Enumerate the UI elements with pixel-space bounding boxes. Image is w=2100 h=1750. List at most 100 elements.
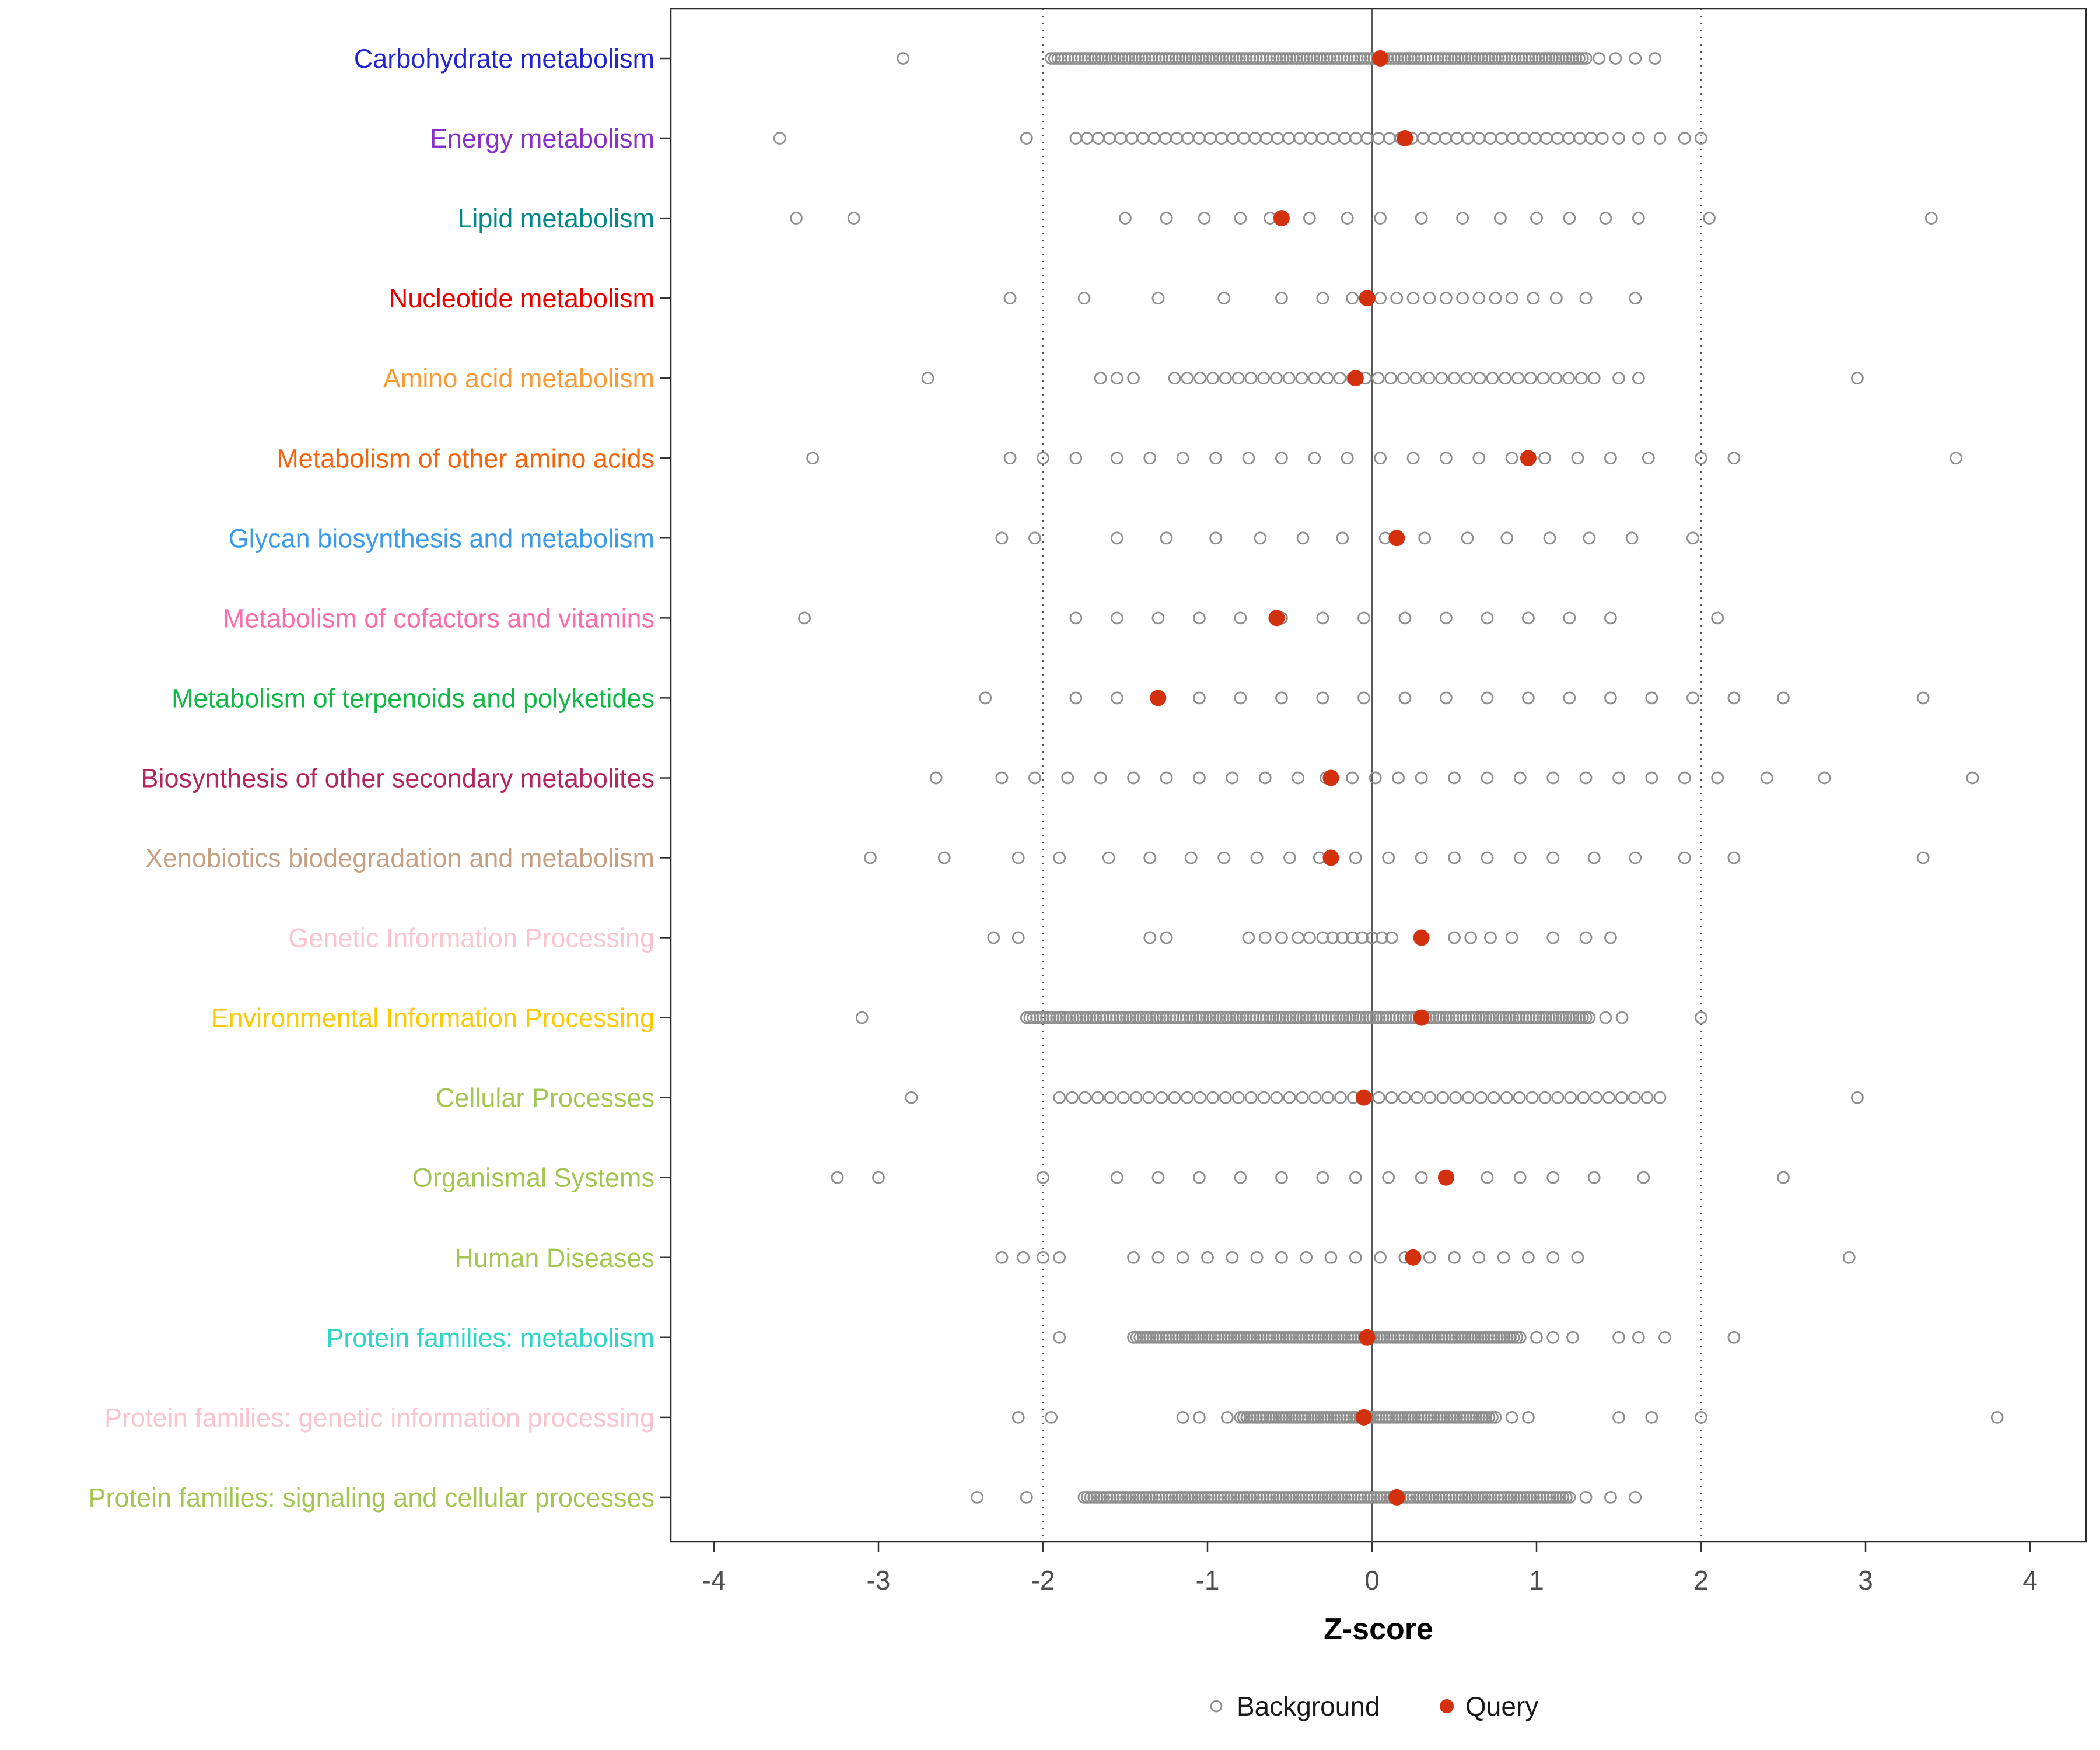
background-point	[1091, 1091, 1104, 1104]
background-point	[1423, 1490, 1436, 1504]
background-point	[1234, 691, 1247, 705]
background-point	[1104, 1490, 1117, 1504]
background-point	[1150, 1331, 1163, 1344]
background-point	[1308, 1091, 1322, 1104]
background-point	[1482, 1410, 1496, 1424]
background-point	[1066, 1091, 1079, 1104]
background-point	[1458, 1331, 1472, 1344]
background-point	[1468, 1490, 1482, 1504]
background-point	[1286, 1490, 1299, 1504]
background-point	[1290, 1011, 1303, 1024]
background-point	[1293, 1331, 1306, 1344]
background-point	[1316, 931, 1329, 944]
background-point	[1037, 1011, 1050, 1024]
background-point	[1226, 1011, 1240, 1024]
background-point	[1497, 1490, 1511, 1504]
background-point	[1162, 52, 1175, 65]
background-point	[1525, 52, 1539, 65]
background-point	[995, 531, 1009, 545]
background-point	[1543, 531, 1556, 545]
background-point	[1303, 1011, 1316, 1024]
background-point	[1185, 1490, 1198, 1504]
background-point	[1950, 452, 1963, 465]
background-point	[1409, 1331, 1423, 1344]
background-point	[1587, 1171, 1601, 1184]
background-point	[1552, 52, 1566, 65]
background-point	[1440, 1410, 1454, 1424]
background-point	[897, 52, 910, 65]
background-point	[1364, 1490, 1377, 1504]
background-point	[1380, 1331, 1394, 1344]
background-point	[1119, 52, 1132, 65]
background-point	[1236, 1011, 1250, 1024]
background-point	[1176, 1251, 1189, 1264]
background-point	[1461, 52, 1475, 65]
background-point	[847, 212, 860, 225]
background-point	[1172, 1490, 1185, 1504]
background-point	[1494, 1331, 1507, 1344]
query-point	[1388, 530, 1405, 547]
background-point	[855, 1011, 869, 1024]
background-point	[1505, 931, 1518, 944]
background-point	[1439, 1490, 1452, 1504]
background-point	[1472, 1251, 1486, 1264]
background-point	[1321, 1091, 1335, 1104]
x-tick-label: -4	[702, 1565, 726, 1595]
background-point	[1516, 1011, 1530, 1024]
background-point	[1316, 1011, 1329, 1024]
background-point	[1695, 132, 1707, 145]
background-point	[1309, 1331, 1322, 1344]
background-point	[1374, 1251, 1387, 1264]
background-point	[1189, 52, 1202, 65]
background-point	[1226, 1251, 1239, 1264]
background-point	[1166, 1331, 1179, 1344]
background-point	[1345, 1331, 1358, 1344]
background-point	[1504, 1331, 1517, 1344]
background-point	[1221, 1331, 1234, 1344]
background-point	[1468, 1331, 1481, 1344]
background-point	[1499, 1011, 1513, 1024]
background-point	[1260, 1331, 1273, 1344]
background-point	[1445, 52, 1458, 65]
background-point	[1306, 1011, 1320, 1024]
background-point	[1464, 931, 1478, 944]
background-point	[1295, 372, 1308, 385]
x-tick-label: 0	[1364, 1565, 1380, 1595]
background-point	[1615, 1091, 1628, 1104]
background-point	[1522, 1011, 1536, 1024]
background-point	[1351, 1490, 1364, 1504]
background-point	[1250, 52, 1263, 65]
background-point	[1424, 52, 1438, 65]
background-point	[1398, 691, 1412, 705]
background-point	[1320, 1011, 1333, 1024]
background-point	[1162, 1490, 1175, 1504]
background-point	[1224, 1490, 1237, 1504]
background-point	[1476, 1410, 1489, 1424]
background-point	[1469, 1011, 1483, 1024]
background-point	[1256, 1011, 1269, 1024]
background-point	[1480, 1171, 1494, 1184]
background-point	[1566, 1011, 1579, 1024]
background-point	[1111, 452, 1124, 465]
background-point	[1460, 372, 1474, 385]
background-point	[1270, 1490, 1283, 1504]
background-point	[1522, 52, 1535, 65]
legend: Background Query	[1210, 1691, 1538, 1721]
background-point	[1495, 52, 1508, 65]
background-point	[1244, 1091, 1258, 1104]
background-point	[1346, 771, 1359, 785]
background-point	[1385, 931, 1398, 944]
background-point	[1727, 452, 1741, 465]
background-point	[1256, 1490, 1270, 1504]
background-point	[1276, 1410, 1289, 1424]
background-point	[1453, 1410, 1466, 1424]
background-point	[1176, 452, 1189, 465]
background-point	[1119, 212, 1132, 225]
background-point	[1678, 771, 1691, 785]
background-point	[1478, 1331, 1491, 1344]
background-point	[1156, 1331, 1170, 1344]
background-point	[1538, 452, 1552, 465]
background-point	[1077, 292, 1091, 305]
background-point	[1455, 1490, 1469, 1504]
background-point	[1310, 1011, 1323, 1024]
